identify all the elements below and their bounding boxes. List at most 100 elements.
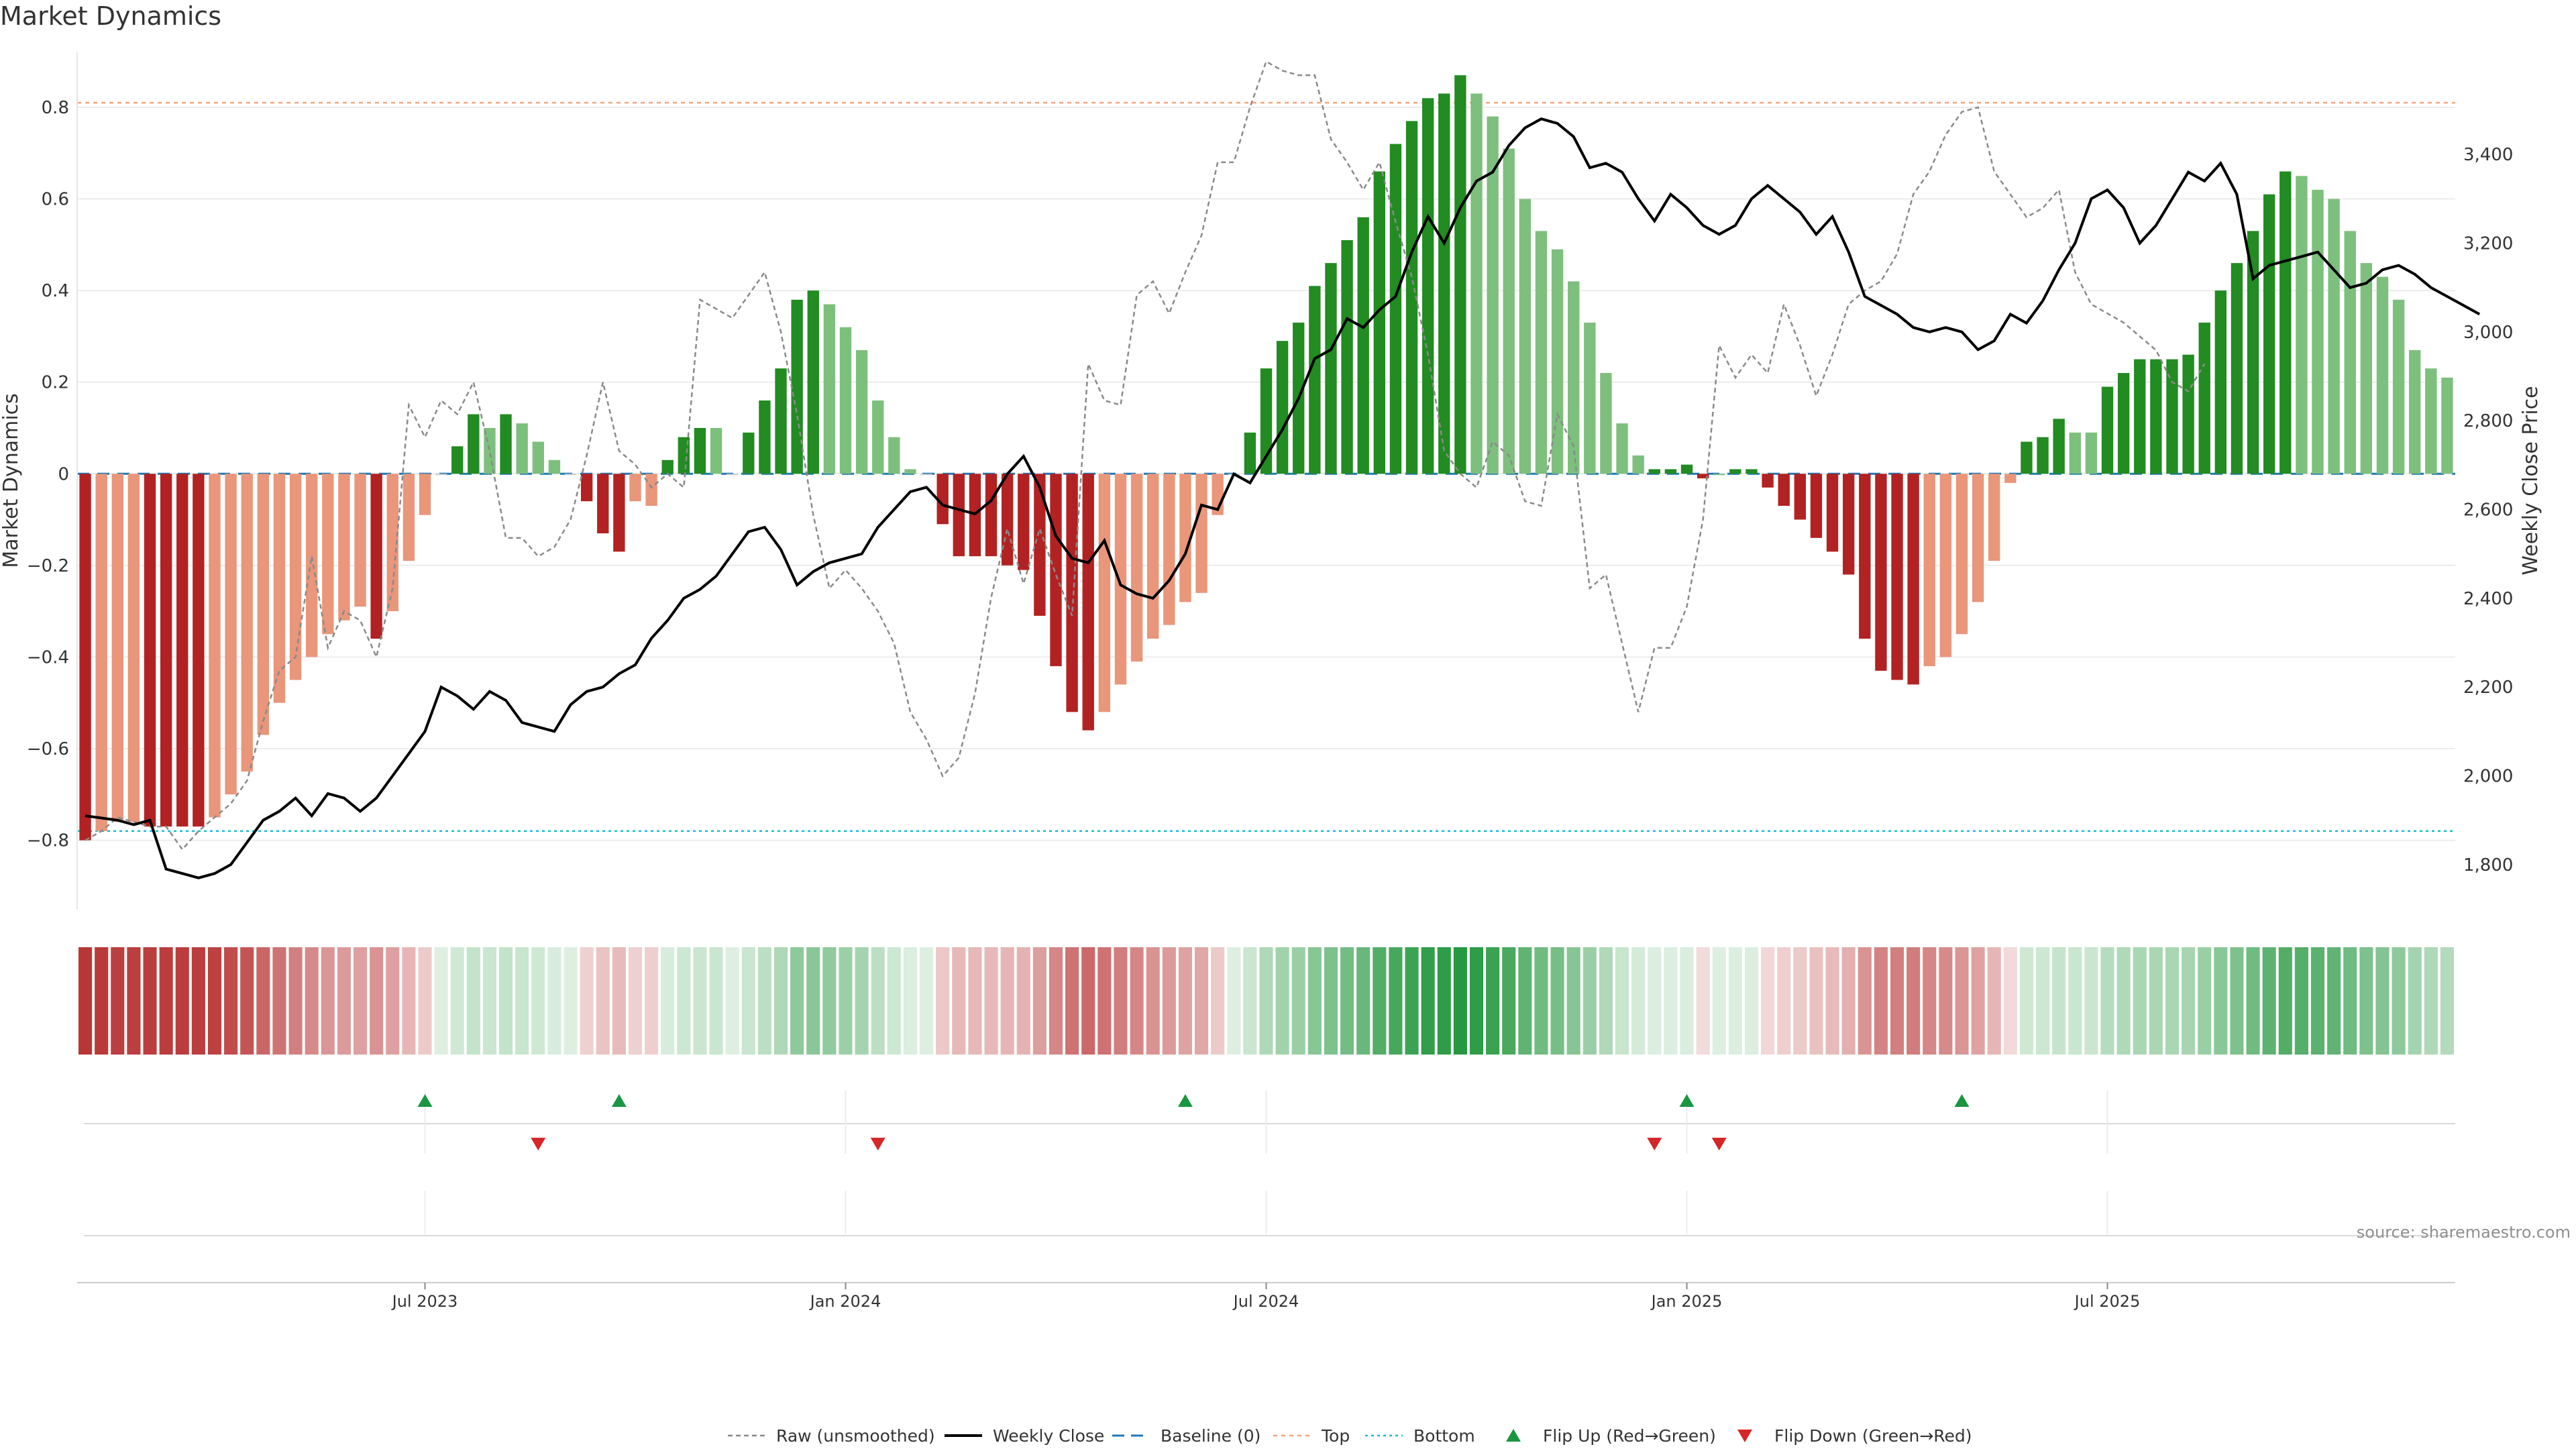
- heat-cell: [968, 947, 982, 1055]
- heat-cell: [741, 947, 755, 1055]
- heat-cell: [2198, 947, 2212, 1055]
- dynamics-bar: [2150, 359, 2162, 474]
- left-tick-label: 0.8: [42, 98, 69, 118]
- heat-cell: [95, 947, 109, 1055]
- x-tick-label: Jul 2025: [2074, 1292, 2141, 1311]
- heat-cell: [191, 947, 205, 1055]
- heat-cell: [2019, 947, 2033, 1055]
- chart-title: Market Dynamics: [0, 1, 222, 31]
- flip-down-marker: [870, 1138, 885, 1150]
- dynamics-bar: [111, 474, 123, 822]
- dynamics-bar: [1147, 474, 1159, 639]
- dynamics-bar: [2441, 377, 2453, 474]
- heat-cell: [2116, 947, 2131, 1055]
- dynamics-bar: [241, 474, 253, 772]
- x-tick-label: Jul 2023: [391, 1292, 458, 1311]
- dynamics-bar: [1568, 281, 1580, 474]
- dynamics-bar: [1551, 249, 1564, 474]
- dynamics-bar: [2296, 176, 2308, 474]
- dynamics-bar: [1373, 171, 1385, 474]
- heat-cell: [207, 947, 222, 1055]
- heat-cell: [1680, 947, 1694, 1055]
- left-axis-title: Market Dynamics: [0, 393, 23, 568]
- heat-cell: [2262, 947, 2276, 1055]
- heat-cell: [1275, 947, 1289, 1055]
- dynamics-bar: [1195, 474, 1208, 593]
- dynamics-bar: [1244, 432, 1256, 474]
- legend-flip-up-swatch: [1506, 1429, 1521, 1442]
- dynamics-bar: [548, 460, 561, 474]
- dynamics-bar: [2231, 263, 2243, 474]
- dynamics-bar: [872, 400, 884, 474]
- dynamics-bar: [791, 299, 803, 474]
- grid-lines: [77, 106, 2455, 841]
- flip-up-marker: [1679, 1094, 1695, 1107]
- dynamics-bar: [1648, 469, 1660, 474]
- dynamics-bar: [823, 304, 836, 474]
- dynamics-bar: [1988, 474, 2000, 561]
- dynamics-bar: [354, 474, 366, 607]
- dynamics-bar: [79, 474, 91, 841]
- flip-up-marker: [1177, 1094, 1193, 1107]
- raw-unsmoothed-line: [85, 60, 2206, 851]
- heat-cell: [143, 947, 157, 1055]
- heat-cell: [2133, 947, 2147, 1055]
- heat-cell: [1130, 947, 1144, 1055]
- dynamics-bar: [2101, 386, 2114, 474]
- x-tick-label: Jul 2024: [1232, 1292, 1299, 1311]
- dynamics-bar: [1503, 148, 1515, 474]
- heat-cell: [1227, 947, 1241, 1055]
- dynamics-bar: [759, 400, 771, 474]
- flip-up-marker: [611, 1094, 627, 1107]
- heat-cell: [2052, 947, 2066, 1055]
- heat-cell: [1453, 947, 1467, 1055]
- dynamics-bar: [451, 446, 464, 474]
- right-tick-label: 3,200: [2463, 234, 2513, 254]
- heat-cell: [305, 947, 319, 1055]
- dynamics-bar: [1746, 469, 1758, 474]
- flip-up-marker: [417, 1094, 433, 1107]
- heat-cell: [2003, 947, 2017, 1055]
- dynamics-bar: [2037, 437, 2049, 474]
- heat-cell: [370, 947, 384, 1055]
- heat-cell: [1146, 947, 1160, 1055]
- dynamics-bar: [1389, 144, 1402, 474]
- heat-cell: [2392, 947, 2406, 1055]
- heat-cell: [1971, 947, 1985, 1055]
- heat-cell: [871, 947, 885, 1055]
- dynamics-bar: [1082, 474, 1094, 731]
- dynamics-bar: [1050, 474, 1062, 667]
- heat-cell: [1777, 947, 1791, 1055]
- dynamics-bar: [1163, 474, 1175, 625]
- dynamics-bar: [2392, 299, 2405, 474]
- weekly-close-line: [85, 117, 2481, 879]
- dynamics-bar: [127, 474, 140, 822]
- dynamics-bar: [1923, 474, 1935, 667]
- dynamics-bar: [661, 460, 674, 474]
- dynamics-bar: [1907, 474, 1919, 685]
- dynamics-bar: [839, 327, 852, 474]
- heat-cell: [709, 947, 723, 1055]
- dynamics-bar: [225, 474, 237, 795]
- heat-cell: [2359, 947, 2373, 1055]
- dynamics-bar: [1325, 263, 1337, 474]
- heat-cell: [2278, 947, 2292, 1055]
- dynamics-bar: [2376, 276, 2389, 474]
- heat-cell: [1631, 947, 1646, 1055]
- heat-cell: [1890, 947, 1904, 1055]
- dynamics-bar: [419, 474, 431, 515]
- left-tick-label: 0.2: [42, 373, 69, 393]
- dynamics-bar: [645, 474, 657, 506]
- dynamics-bar: [1130, 474, 1143, 662]
- right-tick-label: 2,200: [2463, 678, 2513, 698]
- heat-cell: [612, 947, 626, 1055]
- dynamics-bar: [1713, 474, 1725, 476]
- heat-cell: [1648, 947, 1662, 1055]
- heat-cell: [564, 947, 578, 1055]
- heat-cell: [1907, 947, 1921, 1055]
- dynamics-bar: [678, 437, 690, 474]
- heat-cell: [2035, 947, 2050, 1055]
- dynamics-bar: [2409, 350, 2421, 474]
- dynamics-bar: [710, 427, 722, 474]
